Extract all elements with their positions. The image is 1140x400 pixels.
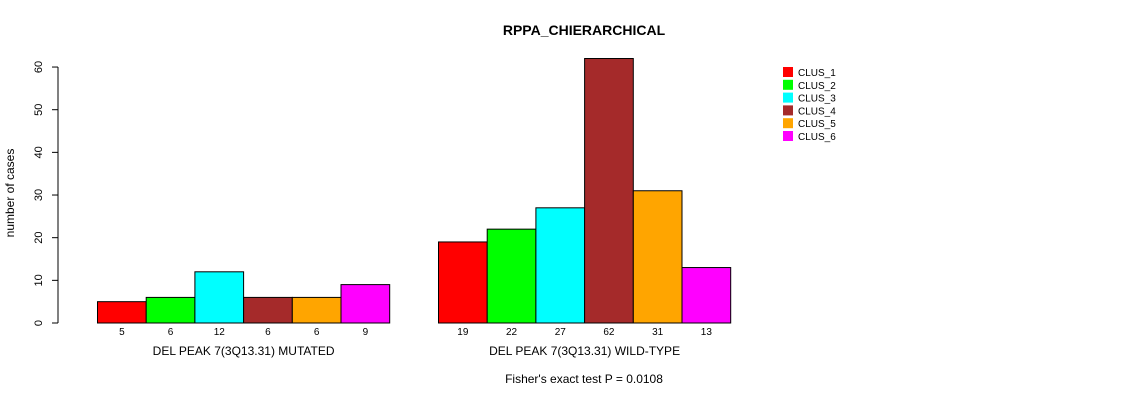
bar-clus-4 (243, 296, 293, 324)
y-tick-label: 10 (33, 274, 45, 286)
bar-value-label: 19 (457, 327, 469, 338)
legend-swatch (783, 118, 793, 129)
legend-swatch (783, 92, 793, 103)
y-axis: 0 10 20 30 40 50 60 (33, 61, 59, 326)
group-label: DEL PEAK 7(3Q13.31) MUTATED (153, 344, 335, 358)
bar-value-label: 5 (119, 327, 125, 338)
legend-swatch (783, 131, 793, 141)
legend-label: CLUS_3 (798, 94, 836, 105)
bar-value-label: 13 (701, 327, 713, 338)
bar-value-label: 6 (168, 327, 174, 338)
bar-clus-4 (584, 58, 634, 324)
bar-clus-3 (194, 271, 245, 324)
legend-label: CLUS_2 (798, 81, 836, 92)
legend-label: CLUS_1 (798, 68, 836, 79)
legend-swatch (783, 105, 793, 116)
bar-clus-1 (438, 241, 488, 324)
y-tick-label: 0 (33, 320, 45, 326)
bar-clus-6 (340, 284, 391, 324)
bar-clus-6 (681, 267, 732, 324)
bar-clus-5 (632, 190, 683, 324)
legend-label: CLUS_5 (798, 119, 836, 130)
bar-labels: 5 6 12 6 6 9 19 22 27 62 31 13 (119, 327, 712, 338)
chart-title: RPPA_CHIERARCHICAL (503, 22, 666, 38)
group-label: DEL PEAK 7(3Q13.31) WILD-TYPE (489, 344, 680, 358)
y-tick-label: 30 (33, 189, 45, 201)
bar-clus-5 (291, 296, 342, 324)
y-tick-label: 60 (33, 61, 45, 73)
legend-label: CLUS_4 (798, 106, 836, 117)
bar-clus-2 (486, 228, 537, 324)
group-labels: DEL PEAK 7(3Q13.31) MUTATED DEL PEAK 7(3Q… (153, 344, 680, 358)
bar-value-label: 22 (506, 327, 518, 338)
bars (97, 58, 732, 324)
bar-value-label: 6 (265, 327, 271, 338)
bar-value-label: 27 (555, 327, 567, 338)
bar-clus-2 (145, 296, 196, 324)
y-tick-label: 20 (33, 232, 45, 244)
legend-swatch (783, 79, 793, 90)
bar-value-label: 31 (652, 327, 664, 338)
bar-clus-3 (535, 207, 586, 324)
y-axis-label: number of cases (3, 149, 17, 238)
y-tick-label: 50 (33, 104, 45, 116)
legend-swatch (783, 67, 793, 77)
legend-label: CLUS_6 (798, 132, 836, 143)
bar-clus-1 (97, 301, 147, 324)
y-tick-label: 40 (33, 146, 45, 158)
bar-value-label: 62 (603, 327, 615, 338)
bar-value-label: 6 (314, 327, 320, 338)
bar-value-label: 9 (363, 327, 369, 338)
bar-value-label: 12 (214, 327, 226, 338)
fisher-test-annotation: Fisher's exact test P = 0.0108 (505, 372, 663, 386)
